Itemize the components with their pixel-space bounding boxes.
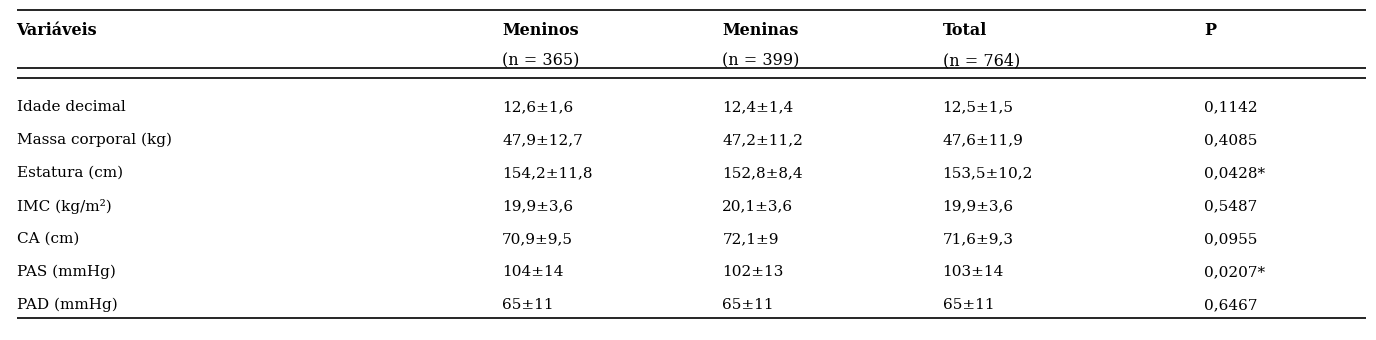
Text: 154,2±11,8: 154,2±11,8 xyxy=(502,166,593,180)
Text: 102±13: 102±13 xyxy=(722,265,784,279)
Text: 19,9±3,6: 19,9±3,6 xyxy=(502,199,574,213)
Text: Estatura (cm): Estatura (cm) xyxy=(17,166,122,180)
Text: Idade decimal: Idade decimal xyxy=(17,100,125,114)
Text: Massa corporal (kg): Massa corporal (kg) xyxy=(17,133,172,148)
Text: 12,6±1,6: 12,6±1,6 xyxy=(502,100,574,114)
Text: 20,1±3,6: 20,1±3,6 xyxy=(722,199,794,213)
Text: 65±11: 65±11 xyxy=(502,298,555,312)
Text: PAS (mmHg): PAS (mmHg) xyxy=(17,265,116,279)
Text: 0,0428*: 0,0428* xyxy=(1204,166,1265,180)
Text: 65±11: 65±11 xyxy=(943,298,995,312)
Text: (n = 399): (n = 399) xyxy=(722,52,799,69)
Text: 0,4085: 0,4085 xyxy=(1204,133,1258,147)
Text: 0,1142: 0,1142 xyxy=(1204,100,1258,114)
Text: (n = 365): (n = 365) xyxy=(502,52,579,69)
Text: 71,6±9,3: 71,6±9,3 xyxy=(943,232,1014,246)
Text: 65±11: 65±11 xyxy=(722,298,775,312)
Text: 104±14: 104±14 xyxy=(502,265,564,279)
Text: 0,6467: 0,6467 xyxy=(1204,298,1258,312)
Text: CA (cm): CA (cm) xyxy=(17,232,78,246)
Text: 47,6±11,9: 47,6±11,9 xyxy=(943,133,1024,147)
Text: 47,9±12,7: 47,9±12,7 xyxy=(502,133,583,147)
Text: 19,9±3,6: 19,9±3,6 xyxy=(943,199,1014,213)
Text: 12,4±1,4: 12,4±1,4 xyxy=(722,100,794,114)
Text: (n = 764): (n = 764) xyxy=(943,52,1020,69)
Text: 152,8±8,4: 152,8±8,4 xyxy=(722,166,804,180)
Text: Variáveis: Variáveis xyxy=(17,22,98,39)
Text: 153,5±10,2: 153,5±10,2 xyxy=(943,166,1033,180)
Text: PAD (mmHg): PAD (mmHg) xyxy=(17,298,117,312)
Text: 70,9±9,5: 70,9±9,5 xyxy=(502,232,574,246)
Text: 12,5±1,5: 12,5±1,5 xyxy=(943,100,1014,114)
Text: 72,1±9: 72,1±9 xyxy=(722,232,779,246)
Text: P: P xyxy=(1204,22,1216,39)
Text: 103±14: 103±14 xyxy=(943,265,1004,279)
Text: 47,2±11,2: 47,2±11,2 xyxy=(722,133,804,147)
Text: IMC (kg/m²): IMC (kg/m²) xyxy=(17,199,111,214)
Text: Meninas: Meninas xyxy=(722,22,799,39)
Text: Total: Total xyxy=(943,22,987,39)
Text: 0,0955: 0,0955 xyxy=(1204,232,1258,246)
Text: 0,0207*: 0,0207* xyxy=(1204,265,1265,279)
Text: Meninos: Meninos xyxy=(502,22,579,39)
Text: 0,5487: 0,5487 xyxy=(1204,199,1258,213)
